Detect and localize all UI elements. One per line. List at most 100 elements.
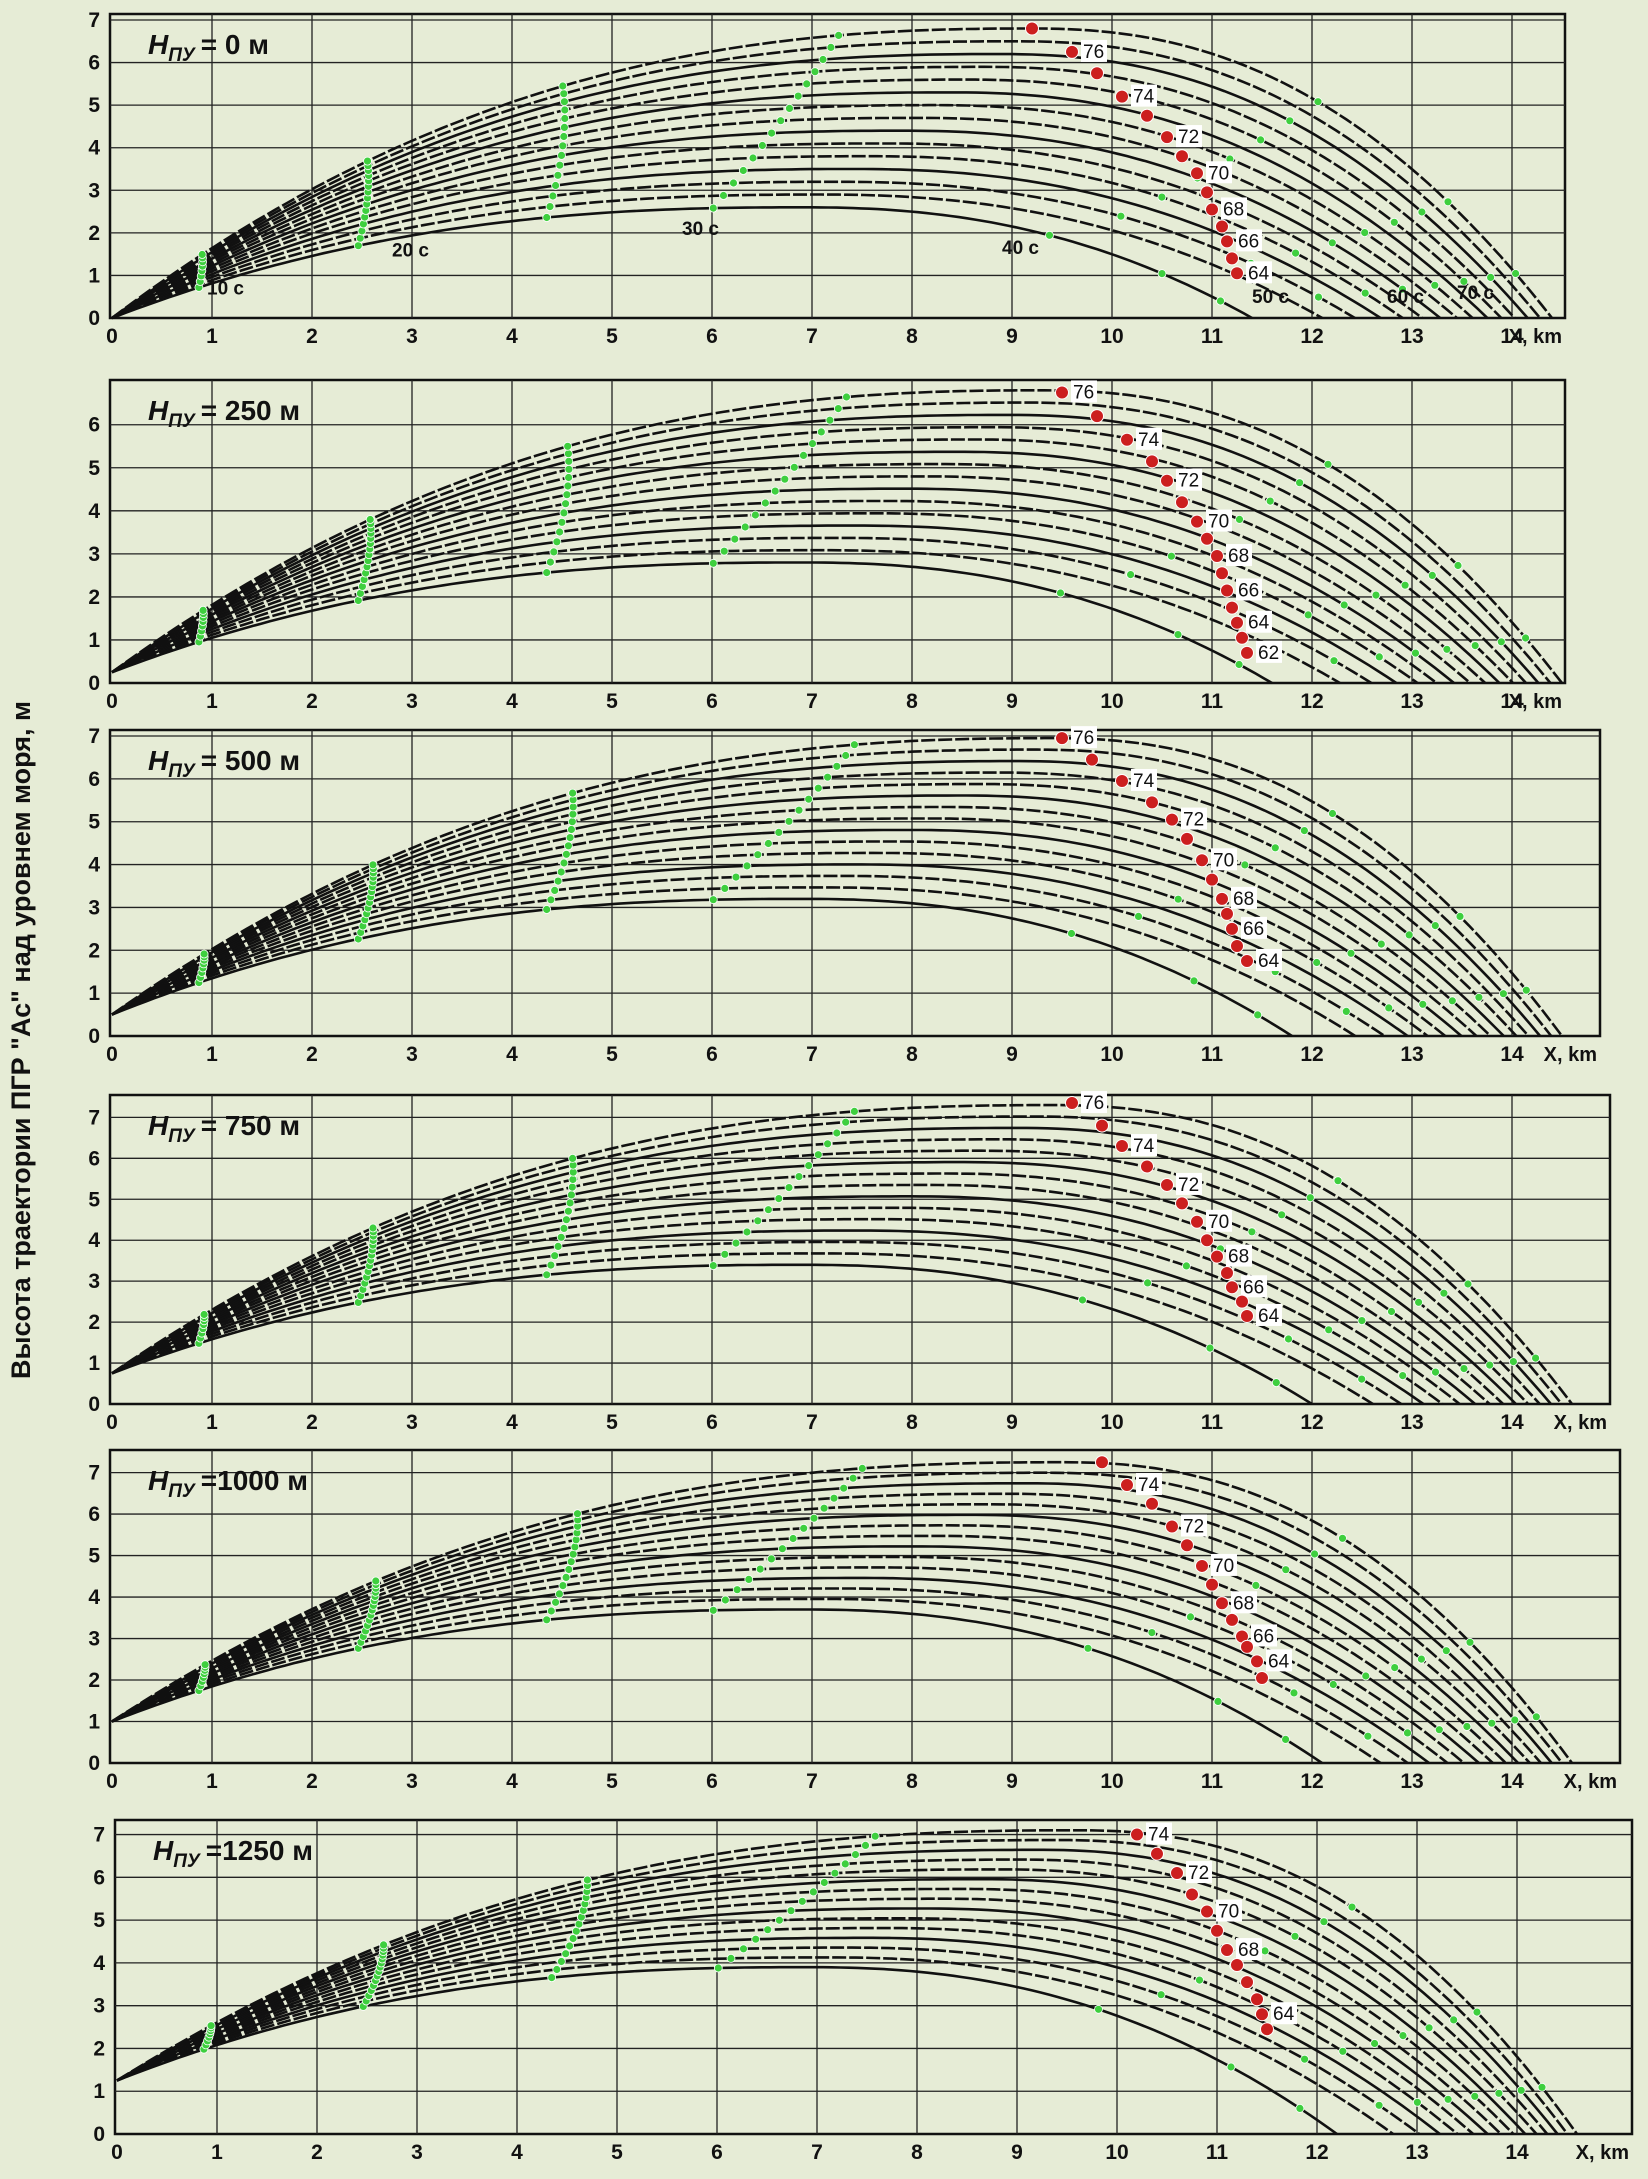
trajectories: [111, 1460, 1574, 1765]
time-marker: [1531, 1712, 1541, 1722]
time-marker: [1430, 280, 1440, 290]
trajectory-line: [111, 193, 1323, 320]
angle-marker: [1055, 385, 1069, 400]
y-tick-label: 1: [88, 264, 100, 287]
angle-label: 68: [1228, 1247, 1249, 1268]
time-marker: [1403, 1728, 1412, 1738]
angle-label-bg: [1211, 1553, 1237, 1576]
x-axis-label: X, km: [1544, 1044, 1597, 1066]
time-label: 20 с: [392, 240, 429, 261]
x-tick-label: 14: [1500, 325, 1524, 348]
trajectory-line: [111, 511, 1419, 685]
time-marker: [1389, 217, 1399, 227]
trajectory-line: [111, 536, 1373, 685]
x-tick-label: 0: [106, 1043, 118, 1066]
angle-label: 74: [1148, 1825, 1170, 1846]
time-label: 70 с: [1457, 283, 1494, 304]
time-marker: [720, 884, 730, 893]
x-tick-label: 1: [206, 690, 218, 713]
time-marker: [1213, 1697, 1223, 1706]
time-marker: [1265, 496, 1275, 506]
time-marker: [1324, 1325, 1334, 1335]
trajectories: [111, 389, 1564, 685]
time-marker: [1205, 1343, 1215, 1353]
time-marker: [809, 1887, 818, 1897]
trajectory-line: [111, 129, 1442, 320]
angle-label: 72: [1183, 810, 1204, 831]
angle-marker: [1115, 1139, 1129, 1154]
time-marker: [789, 462, 799, 472]
angle-markers: 76 74 72 70 68 66 64 62: [1055, 380, 1282, 664]
angle-marker: [1195, 1558, 1209, 1573]
time-marker: [1474, 992, 1484, 1002]
time-marker: [562, 849, 571, 859]
trajectory-line: [116, 1868, 1538, 2135]
angle-label: 70: [1208, 163, 1229, 184]
angle-marker: [1195, 853, 1209, 868]
y-tick-label: 6: [88, 768, 100, 791]
time-marker: [784, 816, 794, 826]
time-marker: [708, 1261, 718, 1270]
time-marker: [832, 1128, 842, 1138]
time-marker: [1094, 2004, 1103, 2014]
trajectory-line: [111, 782, 1518, 1037]
angle-label: 74: [1138, 430, 1160, 451]
trajectory-line: [111, 1587, 1409, 1765]
angle-marker: [1200, 185, 1214, 200]
trajectory-line: [111, 1229, 1425, 1406]
trajectory-line: [111, 389, 1564, 684]
angle-label: 68: [1223, 199, 1244, 220]
time-marker: [556, 867, 566, 877]
angle-marker: [1225, 251, 1239, 266]
time-marker: [1319, 1917, 1329, 1927]
trajectory-line: [111, 27, 1554, 320]
time-marker: [1390, 1663, 1400, 1672]
y-tick-label: 0: [93, 2123, 105, 2146]
trajectory-line: [111, 91, 1489, 320]
time-marker: [1463, 1279, 1473, 1289]
angle-marker: [1235, 630, 1249, 645]
time-marker: [559, 858, 569, 868]
trajectory-line: [111, 851, 1429, 1038]
y-tick-label: 3: [93, 1995, 105, 2018]
angle-marker: [1210, 549, 1224, 564]
trajectory-line: [111, 1534, 1494, 1764]
time-marker: [708, 895, 718, 905]
x-tick-label: 1: [211, 2141, 223, 2164]
trajectory-line: [111, 748, 1553, 1037]
time-marker: [561, 499, 570, 509]
time-marker: [764, 1205, 773, 1215]
time-marker: [555, 160, 565, 170]
x-tick-label: 4: [506, 1411, 518, 1434]
time-marker: [774, 828, 784, 837]
angle-marker: [1215, 1596, 1229, 1611]
x-tick-label: 11: [1201, 690, 1224, 713]
plot-frame: [113, 1818, 1634, 2136]
time-marker: [1431, 1367, 1440, 1377]
x-tick-label: 5: [606, 1411, 618, 1434]
x-tick-label: 7: [806, 1411, 818, 1434]
x-tick-label: 3: [406, 690, 418, 713]
time-marker: [553, 876, 563, 886]
x-tick-label: 1: [206, 1770, 218, 1793]
time-marker: [1078, 1295, 1087, 1305]
angle-marker: [1115, 89, 1129, 104]
time-marker: [206, 2021, 216, 2031]
x-tick-label: 3: [406, 1770, 418, 1793]
time-marker: [1360, 228, 1370, 238]
x-tick-label: 10: [1100, 1770, 1123, 1793]
angle-label: 66: [1243, 1277, 1264, 1298]
y-tick-label: 4: [88, 1586, 100, 1609]
time-marker: [804, 794, 814, 804]
y-tick-label: 1: [88, 629, 100, 652]
time-marker: [1347, 1902, 1357, 1912]
trajectory-line: [111, 180, 1356, 320]
time-marker: [1312, 958, 1322, 967]
time-marker: [755, 1564, 765, 1574]
angle-label: 70: [1213, 850, 1234, 871]
trajectory-line: [111, 206, 1253, 320]
x-tick-label: 13: [1400, 1043, 1423, 1066]
angle-label-bg: [1241, 916, 1267, 939]
